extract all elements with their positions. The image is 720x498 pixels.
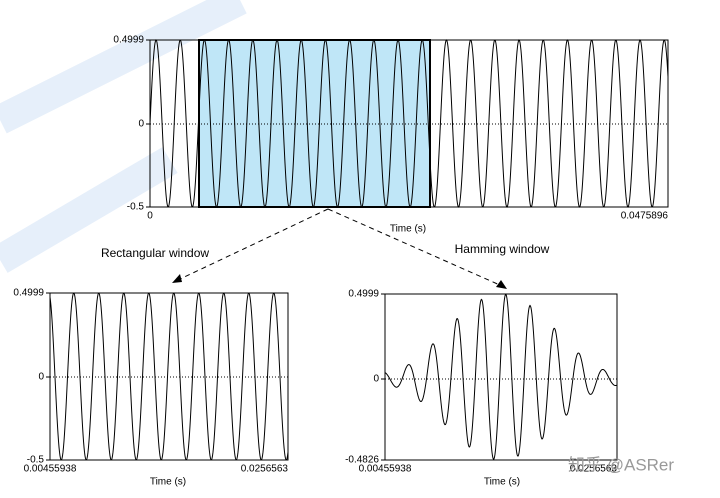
x-tick-label: 0.0256563 bbox=[241, 464, 289, 475]
arrowhead-right bbox=[496, 280, 507, 289]
plot-frame bbox=[384, 293, 618, 461]
y-tick-label: -0.5 bbox=[27, 455, 45, 466]
y-tick-label: 0 bbox=[373, 374, 379, 385]
arrow-left bbox=[177, 208, 329, 281]
background-watermark bbox=[0, 0, 247, 273]
x-axis-label: Time (s) bbox=[150, 477, 186, 488]
x-axis-label: Time (s) bbox=[484, 477, 520, 488]
x-tick-label: 0 bbox=[147, 211, 153, 222]
y-tick-label: 0.4999 bbox=[113, 35, 144, 46]
x-tick-label: 0.0475896 bbox=[621, 211, 669, 222]
y-tick-label: 0.4999 bbox=[348, 289, 379, 300]
waveform bbox=[384, 294, 618, 460]
x-tick-label: 0.00455938 bbox=[359, 464, 412, 475]
selection-border bbox=[198, 39, 431, 208]
arrowhead-left bbox=[172, 274, 182, 283]
x-tick-label: 0.0256563 bbox=[570, 464, 618, 475]
y-tick-label: 0.4999 bbox=[13, 288, 44, 299]
arrow-right bbox=[327, 208, 503, 287]
caption: Hamming window bbox=[455, 242, 550, 256]
waveform bbox=[149, 39, 669, 208]
caption: Rectangular window bbox=[101, 246, 209, 260]
y-tick-label: -0.4826 bbox=[345, 455, 379, 466]
x-tick-label: 0.00455938 bbox=[24, 464, 77, 475]
watermark: 知乎 @ASRer bbox=[568, 455, 674, 474]
waveform bbox=[49, 292, 289, 461]
y-tick-label: 0 bbox=[138, 119, 144, 130]
y-tick-label: 0 bbox=[38, 372, 44, 383]
x-axis-label: Time (s) bbox=[390, 224, 426, 235]
y-tick-label: -0.5 bbox=[127, 202, 145, 213]
